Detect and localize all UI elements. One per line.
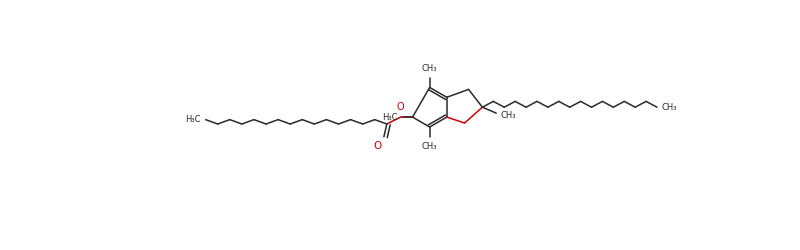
Text: CH₃: CH₃ [662, 103, 678, 112]
Text: O: O [397, 102, 405, 112]
Text: CH₃: CH₃ [422, 142, 438, 151]
Text: CH₃: CH₃ [500, 110, 516, 120]
Text: H₃C: H₃C [185, 115, 201, 124]
Text: O: O [374, 141, 382, 151]
Text: CH₃: CH₃ [422, 64, 438, 72]
Text: H₃C: H₃C [382, 112, 398, 122]
